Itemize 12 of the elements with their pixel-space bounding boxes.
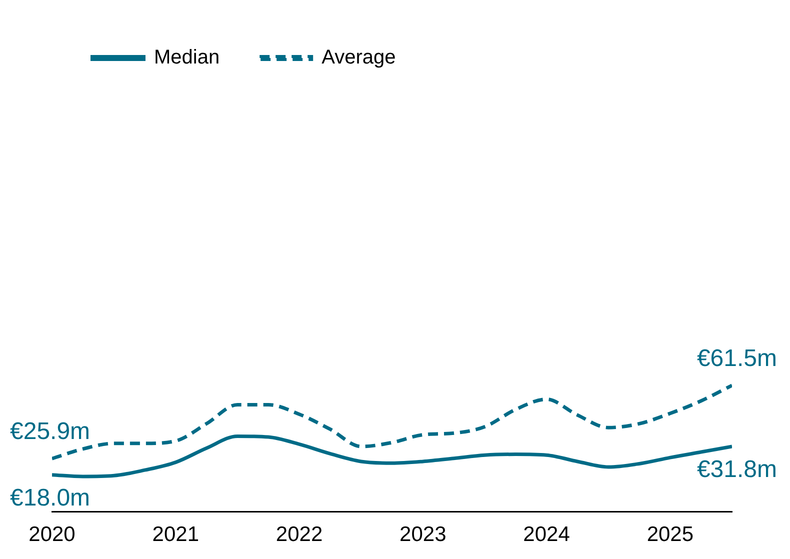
x-tick-label: 2025 [646,523,694,546]
data-label: €61.5m [696,345,777,372]
legend-label: Average [322,46,396,69]
x-tick-label: 2024 [523,523,570,546]
data-label: €18.0m [10,484,90,512]
legend-label: Median [154,46,220,69]
x-tick-label: 2023 [400,523,446,546]
x-tick-label: 2021 [152,523,199,546]
data-label: €31.8m [696,456,777,484]
data-label: €25.9m [10,418,90,446]
x-tick-label: 2022 [276,523,323,546]
x-tick-label: 2020 [28,523,76,546]
